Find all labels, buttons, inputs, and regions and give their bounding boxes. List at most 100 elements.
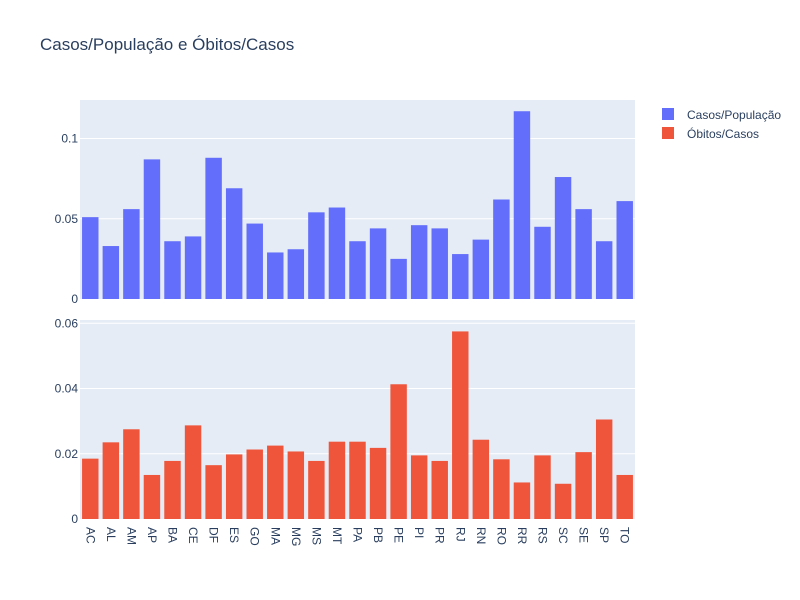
top-y-tick-label: 0.1 bbox=[61, 132, 78, 146]
bottom-bar-df[interactable] bbox=[205, 465, 222, 519]
bottom-bar-sc[interactable] bbox=[554, 483, 572, 519]
top-bar-rj[interactable] bbox=[452, 254, 469, 299]
top-y-tick-labels: 0 0.05 0.1 bbox=[55, 132, 79, 306]
x-tick-label-ms: MS bbox=[309, 527, 323, 545]
x-tick-label-to: TO bbox=[618, 527, 632, 543]
bottom-bar-ma[interactable] bbox=[267, 445, 284, 519]
bottom-bar-es[interactable] bbox=[225, 454, 243, 519]
bottom-bar-al[interactable] bbox=[102, 442, 120, 519]
bottom-bar-rr[interactable] bbox=[513, 482, 531, 519]
x-tick-label-pi: PI bbox=[412, 527, 426, 538]
x-tick-label-am: AM bbox=[124, 527, 138, 545]
top-bar-se[interactable] bbox=[575, 209, 592, 299]
top-bar-ce[interactable] bbox=[184, 236, 202, 299]
x-tick-label-es: ES bbox=[227, 527, 241, 543]
top-bar-rn[interactable] bbox=[472, 239, 490, 299]
bottom-bar-mt[interactable] bbox=[328, 441, 346, 519]
x-tick-label-rr: RR bbox=[515, 527, 529, 545]
top-bar-pr[interactable] bbox=[431, 228, 448, 299]
bottom-bar-ce[interactable] bbox=[184, 425, 202, 519]
bottom-y-tick-label: 0 bbox=[71, 512, 78, 526]
legend-swatch-obitos-casos bbox=[662, 127, 674, 139]
top-bar-ba[interactable] bbox=[164, 241, 181, 299]
bottom-bar-ba[interactable] bbox=[164, 460, 181, 519]
x-tick-label-pb: PB bbox=[371, 527, 385, 543]
x-tick-label-mg: MG bbox=[289, 527, 303, 546]
x-tick-label-pe: PE bbox=[392, 527, 406, 543]
chart-title: Casos/População e Óbitos/Casos bbox=[40, 35, 294, 54]
bottom-bar-rs[interactable] bbox=[534, 455, 551, 519]
x-tick-label-df: DF bbox=[207, 527, 221, 543]
legend-label-obitos-casos: Óbitos/Casos bbox=[687, 126, 759, 141]
x-tick-label-ba: BA bbox=[166, 527, 180, 543]
top-bar-mt[interactable] bbox=[328, 207, 346, 299]
legend-swatch-casos-populacao bbox=[662, 108, 674, 120]
top-bar-rr[interactable] bbox=[513, 111, 531, 299]
legend-label-casos-populacao: Casos/População bbox=[687, 108, 781, 122]
top-bar-al[interactable] bbox=[102, 246, 120, 299]
top-bar-df[interactable] bbox=[205, 157, 222, 299]
x-tick-label-se: SE bbox=[577, 527, 591, 543]
bottom-bars bbox=[82, 331, 633, 519]
top-bar-ms[interactable] bbox=[308, 212, 325, 299]
top-bar-sc[interactable] bbox=[554, 177, 572, 299]
x-tick-label-sc: SC bbox=[556, 527, 570, 544]
x-tick-label-ap: AP bbox=[145, 527, 159, 543]
bottom-bar-ro[interactable] bbox=[493, 459, 510, 519]
top-bar-pb[interactable] bbox=[369, 228, 387, 299]
x-tick-label-rs: RS bbox=[536, 527, 550, 544]
top-bar-mg[interactable] bbox=[287, 249, 305, 299]
legend-entry-obitos-casos[interactable]: Óbitos/Casos bbox=[662, 126, 759, 141]
bottom-bar-ac[interactable] bbox=[82, 458, 99, 519]
top-bar-pi[interactable] bbox=[410, 225, 428, 299]
bottom-y-tick-label: 0.02 bbox=[55, 447, 79, 461]
x-tick-label-go: GO bbox=[248, 527, 262, 546]
legend[interactable]: Casos/População Óbitos/Casos bbox=[662, 108, 781, 141]
top-bar-es[interactable] bbox=[225, 188, 243, 299]
bottom-bar-to[interactable] bbox=[616, 474, 633, 519]
bottom-bar-pe[interactable] bbox=[390, 384, 407, 519]
x-tick-label-ma: MA bbox=[268, 527, 282, 545]
x-tick-label-rj: RJ bbox=[453, 527, 467, 542]
bottom-bar-rn[interactable] bbox=[472, 439, 490, 519]
x-tick-label-pr: PR bbox=[433, 527, 447, 544]
top-bar-am[interactable] bbox=[123, 209, 140, 299]
top-bar-go[interactable] bbox=[246, 223, 263, 299]
x-tick-label-ce: CE bbox=[186, 527, 200, 544]
bottom-bar-pi[interactable] bbox=[410, 455, 428, 519]
bottom-bar-rj[interactable] bbox=[452, 331, 469, 519]
x-tick-label-sp: SP bbox=[597, 527, 611, 543]
x-tick-label-ro: RO bbox=[494, 527, 508, 545]
bottom-y-tick-label: 0.04 bbox=[55, 382, 79, 396]
bottom-y-tick-label: 0.06 bbox=[55, 316, 79, 330]
top-y-tick-label: 0 bbox=[71, 292, 78, 306]
top-bar-rs[interactable] bbox=[534, 226, 551, 299]
top-bar-to[interactable] bbox=[616, 201, 633, 299]
top-y-tick-label: 0.05 bbox=[55, 212, 79, 226]
top-bar-ro[interactable] bbox=[493, 199, 510, 300]
bottom-bar-ms[interactable] bbox=[308, 460, 325, 519]
x-tick-label-mt: MT bbox=[330, 527, 344, 545]
bottom-bar-ap[interactable] bbox=[143, 474, 161, 519]
top-bar-pa[interactable] bbox=[349, 241, 366, 299]
bottom-bar-pb[interactable] bbox=[369, 447, 387, 519]
bottom-bar-am[interactable] bbox=[123, 429, 140, 519]
top-bar-sp[interactable] bbox=[595, 241, 613, 299]
x-tick-label-ac: AC bbox=[83, 527, 97, 544]
top-bar-pe[interactable] bbox=[390, 258, 407, 299]
bottom-bar-pa[interactable] bbox=[349, 441, 366, 519]
top-bar-ap[interactable] bbox=[143, 159, 161, 299]
top-gridlines bbox=[80, 138, 635, 220]
bottom-bar-sp[interactable] bbox=[595, 419, 613, 520]
bottom-bar-pr[interactable] bbox=[431, 460, 448, 519]
bottom-bar-se[interactable] bbox=[575, 452, 592, 519]
bottom-bar-go[interactable] bbox=[246, 449, 263, 519]
bottom-bar-mg[interactable] bbox=[287, 451, 305, 519]
x-tick-label-rn: RN bbox=[474, 527, 488, 544]
x-tick-label-al: AL bbox=[104, 527, 118, 542]
legend-entry-casos-populacao[interactable]: Casos/População bbox=[662, 108, 781, 122]
top-bar-ac[interactable] bbox=[82, 217, 99, 299]
top-bar-ma[interactable] bbox=[267, 252, 284, 299]
bottom-y-tick-labels: 0 0.02 0.04 0.06 bbox=[55, 316, 79, 526]
